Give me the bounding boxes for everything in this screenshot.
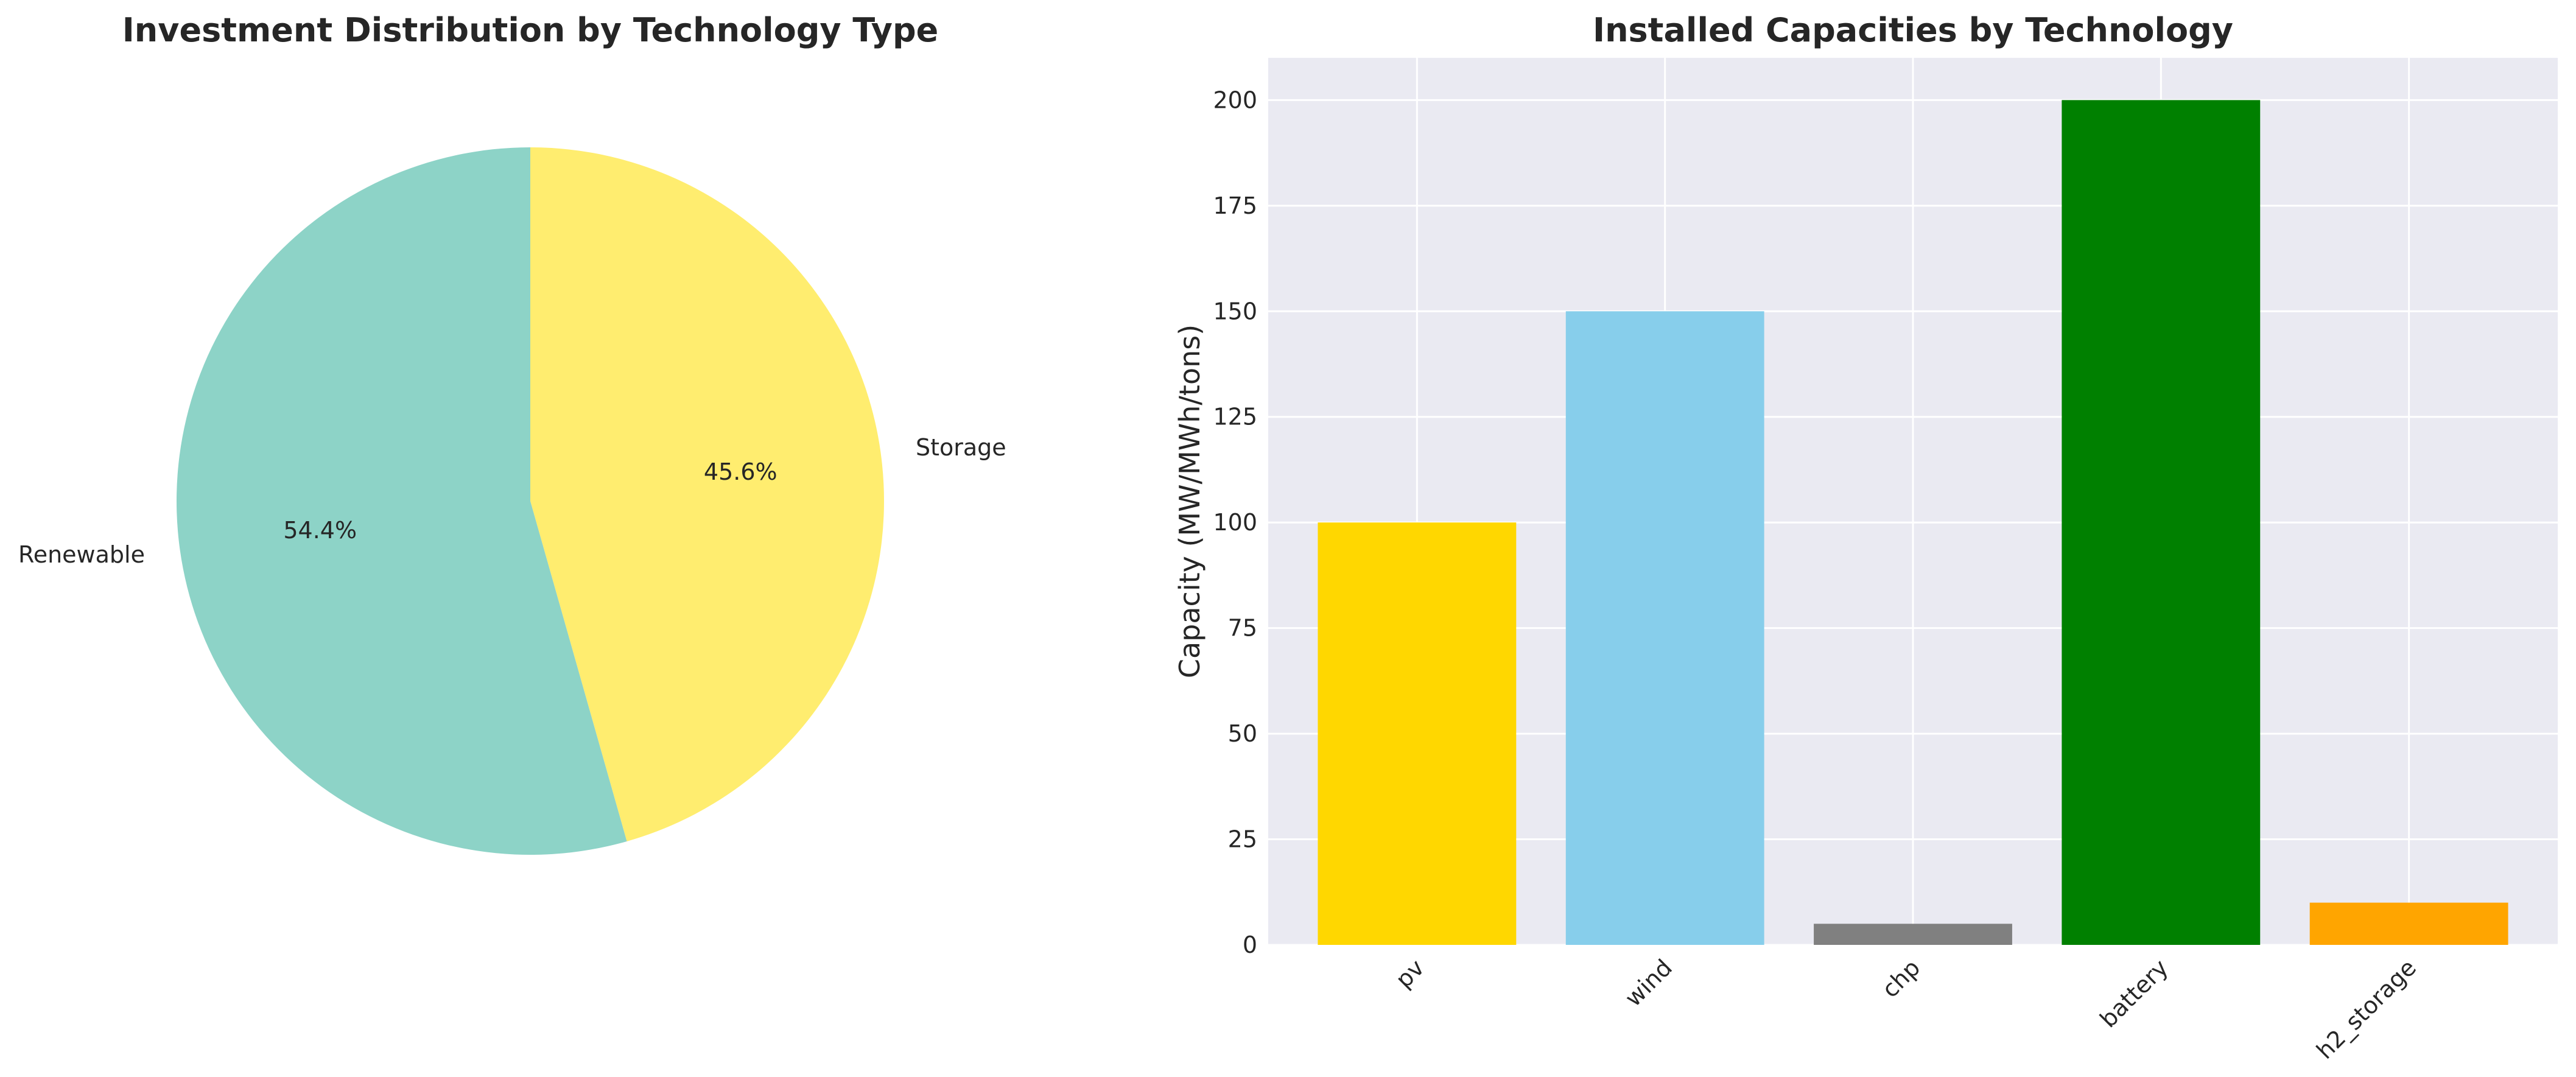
bar-chart: Installed Capacities by Technology 0 25 50…: [1173, 11, 2558, 1064]
y-tick-label: 0: [1243, 931, 1257, 958]
pie-slices: [177, 147, 885, 855]
x-tick-labels: pv wind chp battery h2_storage: [1391, 954, 2421, 1064]
x-tick-label-pv: pv: [1391, 954, 1430, 993]
x-tick-label-wind: wind: [1620, 954, 1677, 1012]
y-tick-label: 150: [1213, 298, 1257, 325]
bar-h2_storage: [2309, 902, 2508, 945]
y-tick-label: 175: [1213, 192, 1257, 219]
pie-labels: 45.6% Storage 54.4% Renewable: [18, 434, 1006, 568]
pie-slice-storage: [530, 147, 885, 841]
bars: [1318, 100, 2508, 945]
pie-slice-renewable: [177, 147, 627, 855]
pie-pct-label-renewable: 54.4%: [283, 517, 357, 544]
pie-title: Investment Distribution by Technology Ty…: [122, 11, 939, 49]
y-tick-label: 125: [1213, 404, 1257, 430]
y-tick-label: 100: [1213, 509, 1257, 536]
pie-pct-label-storage: 45.6%: [704, 458, 777, 485]
y-tick-labels: 0 25 50 75 100 125 150 175 200: [1213, 86, 1257, 958]
x-tick-label-battery: battery: [2094, 954, 2173, 1033]
bar-pv: [1318, 522, 1517, 945]
y-tick-label: 25: [1228, 826, 1257, 853]
x-tick-label-h2_storage: h2_storage: [2311, 954, 2421, 1064]
pie-chart: Investment Distribution by Technology Ty…: [18, 11, 1006, 855]
y-tick-label: 200: [1213, 86, 1257, 113]
bar-battery: [2062, 100, 2261, 945]
y-axis-label: Capacity (MW/MWh/tons): [1173, 325, 1206, 678]
x-tick-label-chp: chp: [1876, 954, 1925, 1003]
pie-label-storage: Storage: [916, 434, 1006, 461]
y-tick-label: 50: [1228, 720, 1257, 747]
bar-wind: [1565, 311, 1764, 945]
y-tick-label: 75: [1228, 615, 1257, 642]
pie-label-renewable: Renewable: [18, 541, 145, 568]
bar-chp: [1814, 924, 2012, 945]
bar-title: Installed Capacities by Technology: [1593, 11, 2233, 49]
